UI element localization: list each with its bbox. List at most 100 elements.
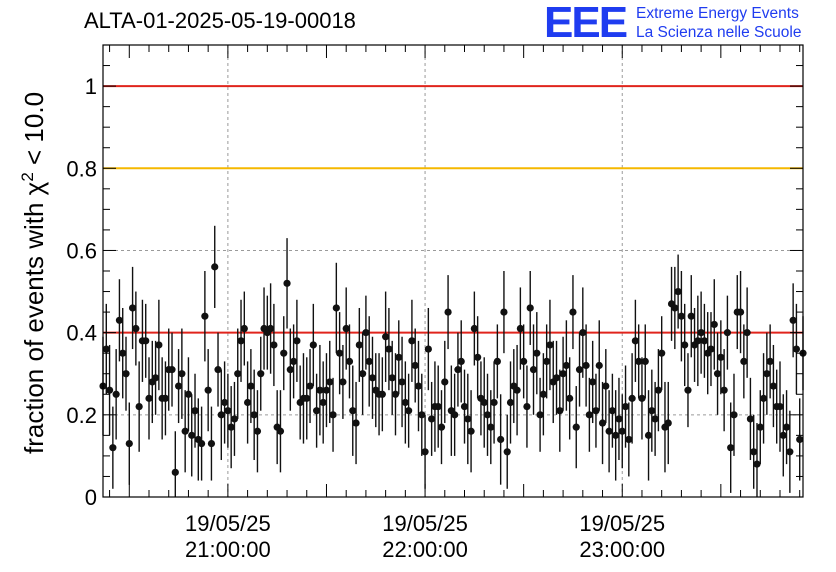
data-point	[779, 431, 787, 439]
data-point	[434, 403, 442, 411]
data-point	[454, 366, 462, 374]
data-point	[414, 382, 423, 390]
data-point	[579, 329, 587, 337]
y-axis-label-suffix: < 10.0	[19, 92, 49, 172]
data-point	[329, 411, 337, 419]
data-point	[638, 394, 646, 402]
logo-line-1: Extreme Energy Events	[636, 5, 799, 22]
data-point	[204, 386, 212, 394]
data-point	[457, 357, 465, 365]
data-point	[736, 308, 745, 316]
data-point	[405, 407, 413, 415]
data-point	[385, 345, 393, 353]
data-point	[437, 423, 446, 431]
data-point	[145, 394, 153, 402]
data-point	[464, 415, 472, 423]
data-point	[220, 398, 229, 407]
data-point	[658, 349, 666, 357]
data-point	[391, 390, 400, 398]
data-point	[332, 304, 340, 312]
data-point	[644, 431, 653, 439]
data-point	[700, 337, 709, 345]
data-point	[128, 304, 137, 312]
y-axis-label-superscript: 2	[18, 172, 37, 181]
y-axis-label-prefix: fraction of events with χ	[19, 181, 49, 454]
data-point	[240, 324, 248, 333]
data-point	[750, 448, 758, 456]
data-point	[388, 374, 396, 382]
data-point	[441, 378, 449, 386]
data-point	[303, 394, 311, 402]
data-point	[575, 366, 584, 374]
data-point	[697, 329, 705, 337]
axes: 00.20.40.60.8119/05/2521:00:0019/05/2522…	[66, 44, 803, 562]
data-point	[543, 357, 551, 365]
x-tick-time-label: 21:00:00	[185, 537, 271, 562]
data-point	[421, 448, 429, 456]
data-point	[480, 398, 488, 407]
data-point	[536, 411, 544, 419]
data-point	[572, 423, 580, 431]
data-point	[516, 324, 524, 333]
data-point	[171, 468, 179, 476]
data-point	[184, 390, 193, 398]
data-point	[247, 382, 255, 390]
data-point	[720, 386, 728, 394]
data-point	[556, 407, 564, 415]
data-point	[467, 427, 475, 435]
data-point	[710, 320, 718, 329]
data-point	[612, 431, 620, 439]
data-point	[418, 411, 426, 419]
x-tick-date-label: 19/05/25	[185, 511, 271, 536]
x-tick-date-label: 19/05/25	[579, 511, 665, 536]
data-point	[635, 357, 643, 365]
data-point	[546, 341, 554, 349]
data-point	[276, 427, 285, 435]
data-point	[585, 411, 593, 419]
data-point	[336, 349, 344, 357]
data-series	[99, 225, 807, 497]
data-point	[382, 333, 390, 341]
data-point	[740, 357, 748, 365]
data-point	[349, 407, 357, 415]
data-point	[122, 370, 130, 378]
data-point	[487, 423, 495, 431]
data-point	[529, 366, 538, 374]
data-point	[408, 337, 416, 345]
data-point	[201, 312, 209, 320]
data-point	[119, 349, 127, 357]
x-tick-time-label: 23:00:00	[579, 537, 665, 562]
data-point	[309, 341, 317, 349]
data-point	[789, 316, 797, 324]
data-point	[756, 423, 764, 431]
data-point	[707, 345, 715, 353]
data-point	[326, 378, 334, 386]
data-point	[503, 448, 511, 456]
data-point	[253, 427, 262, 435]
data-point	[792, 345, 801, 353]
data-point	[723, 329, 732, 337]
data-point	[270, 341, 278, 349]
data-point	[595, 361, 603, 370]
data-point	[513, 386, 521, 394]
data-point	[483, 411, 492, 419]
data-point	[796, 435, 804, 444]
data-point	[250, 411, 258, 419]
data-point	[207, 439, 216, 448]
data-point	[395, 353, 403, 361]
data-point	[631, 337, 639, 345]
data-point	[539, 390, 547, 398]
data-point	[197, 439, 206, 448]
data-point	[694, 337, 702, 345]
data-point	[776, 403, 784, 411]
data-point	[109, 444, 117, 452]
data-point	[217, 411, 225, 419]
data-point	[424, 345, 432, 353]
data-point	[339, 378, 347, 386]
data-point	[684, 386, 692, 394]
data-point	[132, 324, 140, 333]
data-point	[224, 407, 232, 415]
data-point	[188, 431, 196, 439]
data-point	[763, 370, 771, 378]
data-point	[727, 444, 735, 452]
